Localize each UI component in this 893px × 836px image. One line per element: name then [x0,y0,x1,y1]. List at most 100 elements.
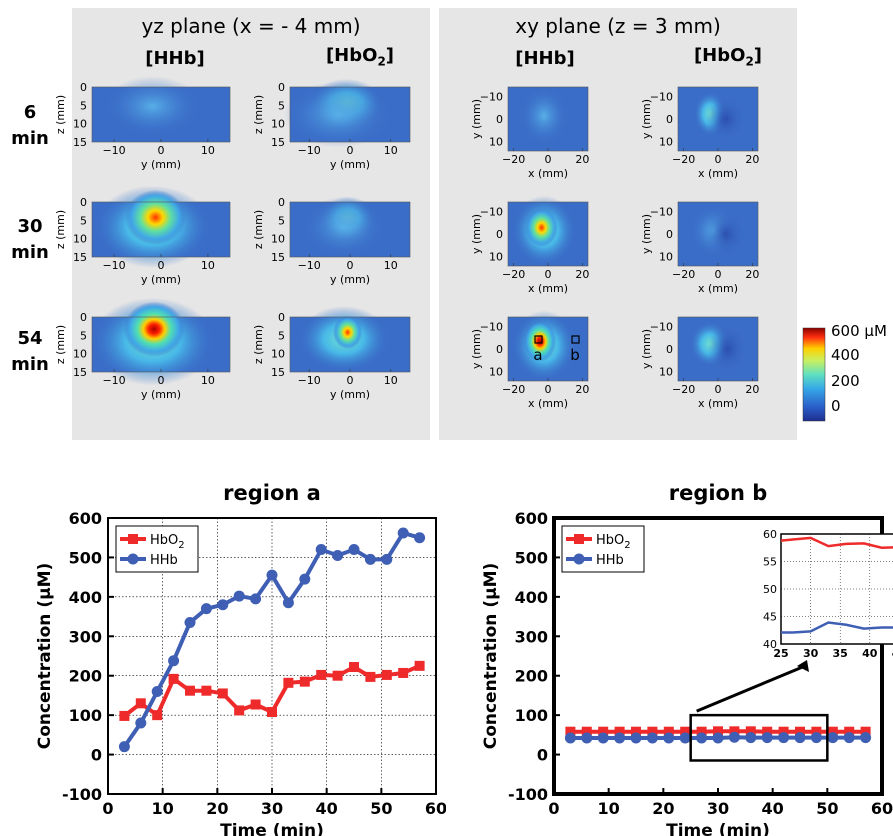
x-tick-label: 0 [715,383,722,396]
data-point-hbo2 [844,726,855,737]
data-point-hhb [712,732,724,744]
data-point-hbo2 [713,726,723,737]
x-axis-label: Time (min) [220,821,324,836]
heatmap-hotspot [284,81,392,148]
data-point-hbo2 [729,726,740,737]
x-tick-label: −20 [672,383,695,396]
data-point-hhb [728,731,740,743]
y-tick-label: 10 [73,233,87,246]
heatmap-yz-hbo2-row1: −10 0 10 0 5 10 15 y (mm) z (mm) [252,196,411,286]
legend-label-hhb: HHb [150,553,178,568]
data-point-hbo2 [135,698,146,709]
row-label-30min: 30 min [11,216,49,263]
region-a-marker [534,335,543,344]
y-tick-label: 5 [80,329,87,342]
data-point-hhb [250,593,262,605]
legend-label-subscript: 2 [624,540,630,551]
colorbar-label-400: 400 [831,346,860,364]
x-tick-label: 10 [201,374,215,387]
data-point-hhb [348,544,360,556]
y-tick-label: 10 [271,348,285,361]
legend-marker [128,534,138,544]
heatmap-hotspot [333,315,362,349]
y-tick-label: −10 [650,91,673,104]
y-tick-label: 200 [515,667,548,686]
x-tick-label: 0 [158,374,165,387]
data-point-hbo2 [745,726,756,737]
x-tick-label: 0 [548,799,559,818]
colorbar-label-0: 0 [831,397,841,415]
y-axis-label: z (mm) [252,95,265,134]
y-axis-label: z (mm) [252,210,265,249]
heatmap-yz-hhb-row1: −10 0 10 0 5 10 15 y (mm) z (mm) [54,185,231,286]
x-axis-label: x (mm) [528,167,568,180]
x-tick-label: 0 [102,799,113,818]
heatmap-yz-hbo2-row2: −10 0 10 0 5 10 15 y (mm) z (mm) [252,306,411,401]
y-tick-label: 600 [515,509,548,528]
y-axis-label: y (mm) [470,329,483,369]
y-tick-label: 0 [496,228,503,241]
y-tick-label: −10 [480,321,503,334]
x-tick-label: 60 [425,799,446,818]
legend-label-hhb: HHb [596,553,624,568]
x-tick-label: 60 [871,799,893,818]
data-point-hbo2 [778,726,789,737]
data-point-hhb [282,597,294,609]
y-tick-label: 0 [80,81,87,94]
data-point-hbo2 [234,705,245,716]
data-point-hbo2 [398,667,409,678]
data-point-hhb [663,732,675,744]
data-point-hhb [843,732,855,744]
y-tick-label: 5 [278,99,285,112]
data-point-hbo2 [680,726,691,737]
x-tick-label: 0 [347,259,354,272]
col-head-yz-hhb: [HHb] [145,48,205,69]
x-tick-label: 0 [545,383,552,396]
heatmap-yz-hhb-row2: −10 0 10 0 5 10 15 y (mm) z (mm) [54,297,231,401]
heatmap-xy-hbo2-row2: −20 0 20 −10 0 10 x (mm) y (mm) [640,316,759,410]
x-axis-label: y (mm) [330,273,370,286]
data-point-hhb [778,732,790,744]
y-tick-label: -100 [62,785,102,804]
col-head-yz-hbo2: [HbO2] [325,45,395,69]
data-point-hbo2 [581,726,592,737]
x-tick-label: 20 [745,268,759,281]
chart-region-a: region a0 10 20 30 40 50 60-100010020030040050… [35,481,446,836]
y-axis-label: y (mm) [640,214,653,254]
x-tick-label: 0 [158,144,165,157]
inset-y-tick-label: 50 [763,583,777,596]
maps-grid: −10 0 10 0 5 10 15 y (mm) z (mm) −10 0 10 0 5 10 15 y (m… [54,76,826,422]
y-tick-label: 10 [659,365,673,378]
y-tick-label: 10 [73,348,87,361]
heatmap-hotspot [302,196,386,257]
data-point-hbo2 [349,662,359,673]
y-tick-label: 0 [537,746,548,765]
x-tick-label: −20 [672,153,695,166]
y-tick-label: −10 [480,206,503,219]
x-tick-label: −10 [102,259,125,272]
data-point-hhb [200,603,212,615]
legend-label-hbo2: HbO2 [596,533,631,551]
x-tick-label: 10 [384,374,398,387]
y-axis-label: z (mm) [54,210,67,249]
y-tick-label: 0 [278,311,285,324]
y-tick-label: 0 [496,343,503,356]
inset-y-tick-label: 45 [763,611,777,624]
heatmap-hotspot [520,87,568,145]
inset-frame [780,533,893,645]
data-point-hbo2 [316,669,327,680]
data-point-hhb [397,527,409,539]
data-point-hbo2 [185,685,195,696]
x-tick-label: 10 [384,259,398,272]
x-axis-label: x (mm) [528,282,568,295]
y-tick-label: 5 [80,99,87,112]
x-tick-label: 40 [316,799,338,818]
x-tick-label: 20 [575,268,589,281]
y-tick-label: 15 [73,251,87,264]
x-tick-label: 20 [745,383,759,396]
y-tick-label: 10 [271,118,285,131]
region-a-label: a [533,346,542,364]
inset-x-tick-label: 40 [862,647,878,660]
heatmap-xy-hhb-row0: −20 0 20 −10 0 10 x (mm) y (mm) [470,86,589,180]
x-axis-label: y (mm) [141,273,181,286]
